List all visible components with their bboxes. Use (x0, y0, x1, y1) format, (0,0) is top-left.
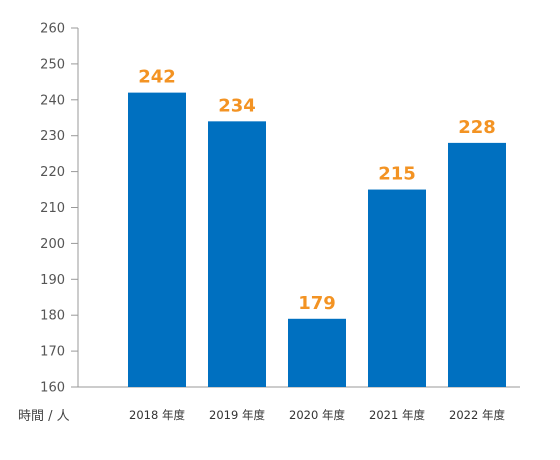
y-axis-unit-label: 時間 / 人 (18, 409, 70, 424)
y-tick-label: 160 (40, 381, 65, 396)
bar-value-label: 179 (298, 293, 336, 314)
axis-layer: 160 170 180 190 200 210 220 230 240 250 260 (40, 22, 520, 396)
labels-layer: 242 2018 年度 234 2019 年度 179 2020 年度 215 2021 年度… (129, 67, 505, 422)
bar (448, 142, 506, 387)
bar (368, 189, 426, 387)
y-tick-label: 230 (40, 129, 65, 144)
y-tick-label: 180 (40, 309, 65, 324)
bar (288, 318, 346, 387)
y-tick-label: 260 (40, 22, 65, 37)
x-category-label: 2018 年度 (129, 408, 185, 422)
x-category-label: 2021 年度 (369, 408, 425, 422)
bar-value-label: 215 (378, 164, 416, 185)
y-tick-label: 240 (40, 93, 65, 108)
x-category-label: 2019 年度 (209, 408, 265, 422)
x-category-label: 2020 年度 (289, 408, 345, 422)
y-tick-label: 170 (40, 345, 65, 360)
bar-value-label: 228 (458, 117, 496, 138)
bars-layer (128, 92, 506, 388)
bar (128, 92, 186, 388)
y-tick-label: 220 (40, 165, 65, 180)
x-category-label: 2022 年度 (449, 408, 505, 422)
y-tick-label: 250 (40, 57, 65, 72)
bar-value-label: 234 (218, 95, 256, 116)
y-tick-label: 210 (40, 201, 65, 216)
bar (208, 121, 266, 387)
y-tick-label: 200 (40, 237, 65, 252)
y-tick-label: 190 (40, 273, 65, 288)
bar-value-label: 242 (138, 67, 176, 88)
